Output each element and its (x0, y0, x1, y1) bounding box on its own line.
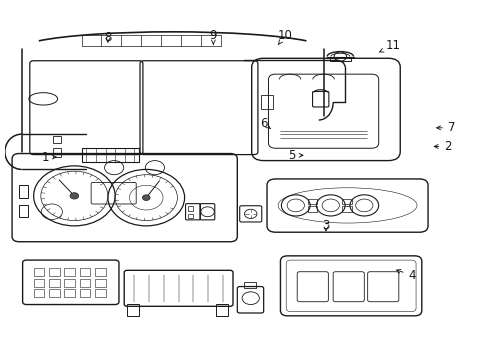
Text: 4: 4 (396, 269, 415, 282)
Bar (34, 289, 44, 297)
Bar (49, 279, 60, 287)
Bar (19, 205, 28, 217)
Bar (342, 207, 351, 212)
Text: 6: 6 (260, 117, 270, 130)
Circle shape (142, 195, 150, 201)
Bar (19, 185, 28, 198)
Bar (49, 268, 60, 276)
Bar (34, 268, 44, 276)
Bar (127, 304, 139, 316)
Bar (215, 304, 227, 316)
Bar (307, 207, 317, 212)
Bar (95, 268, 105, 276)
Bar (95, 279, 105, 287)
Bar (95, 289, 105, 297)
Bar (34, 279, 44, 287)
Text: 9: 9 (209, 29, 217, 45)
Text: 5: 5 (287, 149, 303, 162)
Bar (64, 279, 75, 287)
Circle shape (70, 193, 79, 199)
Bar (49, 289, 60, 297)
Bar (80, 289, 90, 297)
Bar (53, 148, 61, 157)
Text: 2: 2 (433, 140, 451, 153)
Bar (188, 213, 193, 218)
Bar (80, 268, 90, 276)
Text: 11: 11 (379, 40, 400, 53)
Bar (64, 289, 75, 297)
Text: 1: 1 (42, 150, 56, 163)
Text: 7: 7 (436, 121, 454, 134)
Text: 3: 3 (322, 219, 329, 232)
Bar (188, 207, 193, 211)
Bar (244, 282, 256, 288)
Bar (329, 57, 350, 61)
Bar (307, 199, 317, 204)
Text: 8: 8 (104, 31, 111, 44)
Bar (342, 199, 351, 204)
Bar (64, 268, 75, 276)
Text: 10: 10 (277, 29, 292, 45)
Bar (80, 279, 90, 287)
Bar (261, 95, 273, 109)
Bar (81, 148, 139, 162)
Bar (53, 136, 61, 143)
